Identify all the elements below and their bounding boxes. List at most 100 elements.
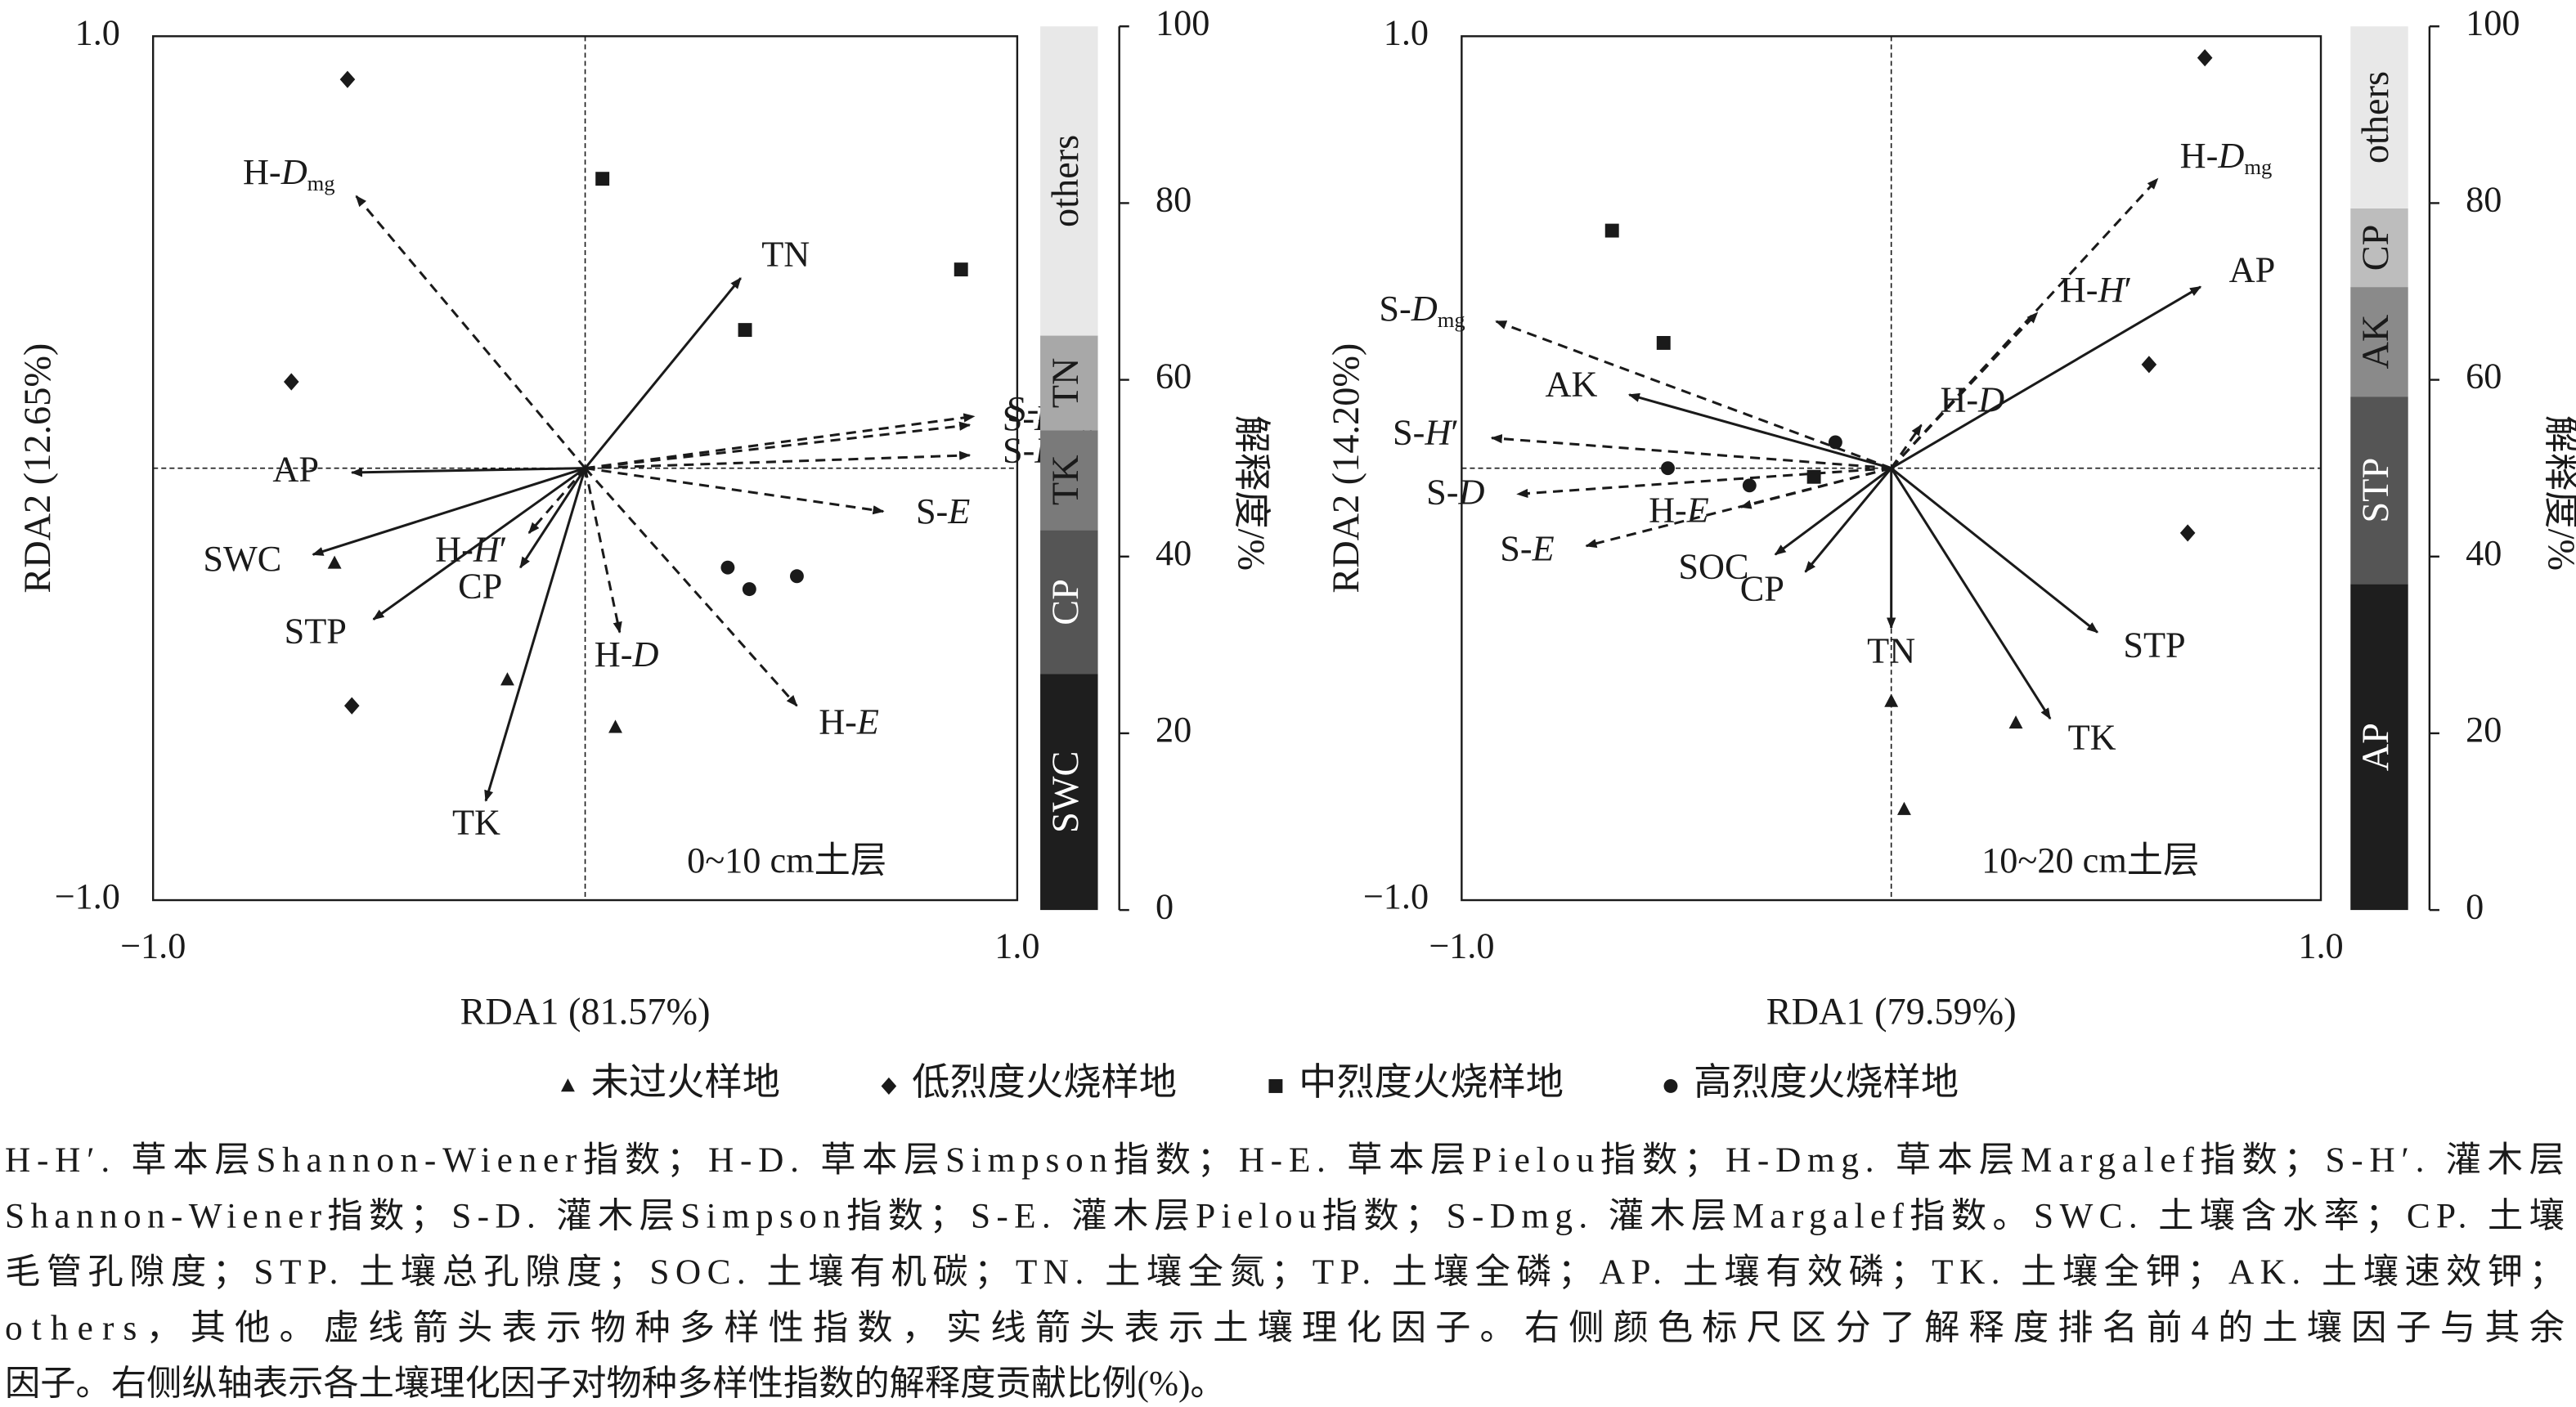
legend-marker — [1268, 1079, 1283, 1093]
y2-tick-label: 80 — [1156, 180, 1192, 220]
arrow-label: H-Dmg — [243, 152, 335, 195]
caption-line: others，其他。虚线箭头表示物种多样性指数，实线箭头表示土壤理化因子。右侧颜… — [5, 1308, 2565, 1347]
point — [1828, 435, 1842, 450]
bar-segment — [2350, 287, 2408, 397]
soil-arrow — [350, 467, 586, 477]
diversity-arrow — [585, 467, 885, 515]
diversity-arrow — [1890, 311, 2039, 469]
soil-arrow — [484, 468, 586, 802]
annotation: 0~10 cm土层 — [687, 840, 886, 880]
arrow-label: TK — [452, 803, 500, 843]
arrow-label: AK — [1546, 364, 1598, 404]
y2-tick-label: 100 — [1156, 2, 1209, 43]
y2-axis-label: 解释度/% — [2540, 415, 2576, 571]
arrow-label: H-Dmg — [2180, 136, 2273, 179]
point — [720, 560, 735, 575]
y2-tick-label: 100 — [2466, 2, 2520, 43]
x-tick-label: −1.0 — [120, 926, 186, 966]
point — [343, 697, 360, 715]
point — [595, 172, 610, 186]
point — [339, 70, 356, 88]
legend-label: 未过火样地 — [591, 1062, 780, 1104]
segment-label: CP — [1045, 579, 1087, 625]
caption-line: H-H′. 草本层Shannon-Wiener指数；H-D. 草本层Simpso… — [5, 1140, 2565, 1180]
segment-label: AK — [2355, 315, 2397, 370]
arrow-label: H-D — [595, 634, 659, 674]
soil-arrow — [1774, 467, 1892, 556]
point — [1604, 223, 1619, 238]
bar-segment — [1040, 430, 1098, 531]
soil-arrow — [1627, 392, 1892, 470]
soil-arrow — [584, 277, 742, 469]
diversity-arrow — [527, 467, 586, 534]
x-tick-label: 1.0 — [2298, 926, 2343, 966]
bar-segment — [2350, 208, 2408, 288]
legend-marker — [560, 1078, 575, 1092]
arrow-label: STP — [2123, 625, 2185, 665]
arrow-label: S-Dmg — [1379, 289, 1465, 332]
bar-segment — [2350, 26, 2408, 208]
segment-label: CP — [2355, 225, 2397, 271]
y2-tick-label: 80 — [2466, 180, 2502, 220]
segment-label: SWC — [1045, 751, 1087, 833]
arrow-label: AP — [2229, 250, 2276, 290]
diversity-arrow — [1739, 467, 1892, 509]
y-tick-label: 1.0 — [1384, 12, 1429, 52]
arrow-label: S-H′ — [1393, 412, 1459, 452]
arrow-label: STP — [285, 611, 347, 651]
arrow-label: S-D — [1426, 473, 1484, 513]
point — [954, 262, 968, 277]
soil-arrow — [1890, 467, 2098, 634]
point — [1896, 801, 1911, 815]
arrow-label: S-E — [916, 491, 970, 531]
x-tick-label: 1.0 — [994, 926, 1039, 966]
arrow-label: H-H′ — [435, 529, 507, 569]
y2-axis-label: 解释度/% — [1230, 415, 1272, 571]
y2-tick-label: 20 — [1156, 710, 1192, 750]
arrow-label: CP — [458, 566, 502, 606]
arrow-label: H-H′ — [2060, 270, 2132, 310]
segment-label: AP — [2355, 723, 2397, 771]
point — [1884, 693, 1899, 707]
arrow-label: TK — [2068, 717, 2116, 757]
y-tick-label: −1.0 — [1363, 876, 1429, 916]
point — [500, 672, 514, 686]
legend-marker — [881, 1077, 897, 1096]
legend-marker — [1663, 1079, 1678, 1093]
point — [608, 719, 622, 733]
y2-tick-label: 40 — [2466, 533, 2502, 573]
bar-segment — [1040, 674, 1098, 911]
diversity-arrow — [355, 195, 586, 469]
bar-segment — [2350, 584, 2408, 911]
legend-label: 高烈度火烧样地 — [1694, 1062, 1959, 1104]
soil-arrow — [1804, 467, 1892, 573]
x-axis-label: RDA1 (81.57%) — [460, 992, 711, 1033]
point — [789, 569, 804, 584]
segment-label: others — [2355, 71, 2397, 164]
point — [2141, 356, 2157, 374]
y2-tick-label: 60 — [2466, 356, 2502, 397]
caption-line: Shannon-Wiener指数；S-D. 灌木层Simpson指数；S-E. … — [5, 1196, 2565, 1235]
diversity-arrow — [584, 467, 798, 707]
x-tick-label: −1.0 — [1429, 926, 1494, 966]
point — [1656, 335, 1671, 350]
arrow-label: TN — [761, 234, 810, 274]
point — [2008, 715, 2023, 729]
point — [1661, 461, 1675, 476]
segment-label: TN — [1045, 358, 1087, 409]
point — [1806, 469, 1821, 484]
point — [1742, 478, 1757, 493]
legend-label: 低烈度火烧样地 — [912, 1062, 1177, 1104]
diversity-arrow — [584, 468, 622, 634]
caption-line: 因子。右侧纵轴表示各土壤理化因子对物种多样性指数的解释度贡献比例(%)。 — [5, 1364, 1226, 1404]
bar-segment — [1040, 335, 1098, 431]
diversity-arrow — [1516, 467, 1892, 499]
arrow-label: SOC — [1678, 547, 1748, 587]
y2-tick-label: 0 — [1156, 886, 1174, 926]
arrow-label: SWC — [203, 539, 281, 579]
diversity-arrow — [585, 450, 972, 470]
point — [2179, 524, 2196, 542]
x-axis-label: RDA1 (79.59%) — [1766, 992, 2017, 1033]
